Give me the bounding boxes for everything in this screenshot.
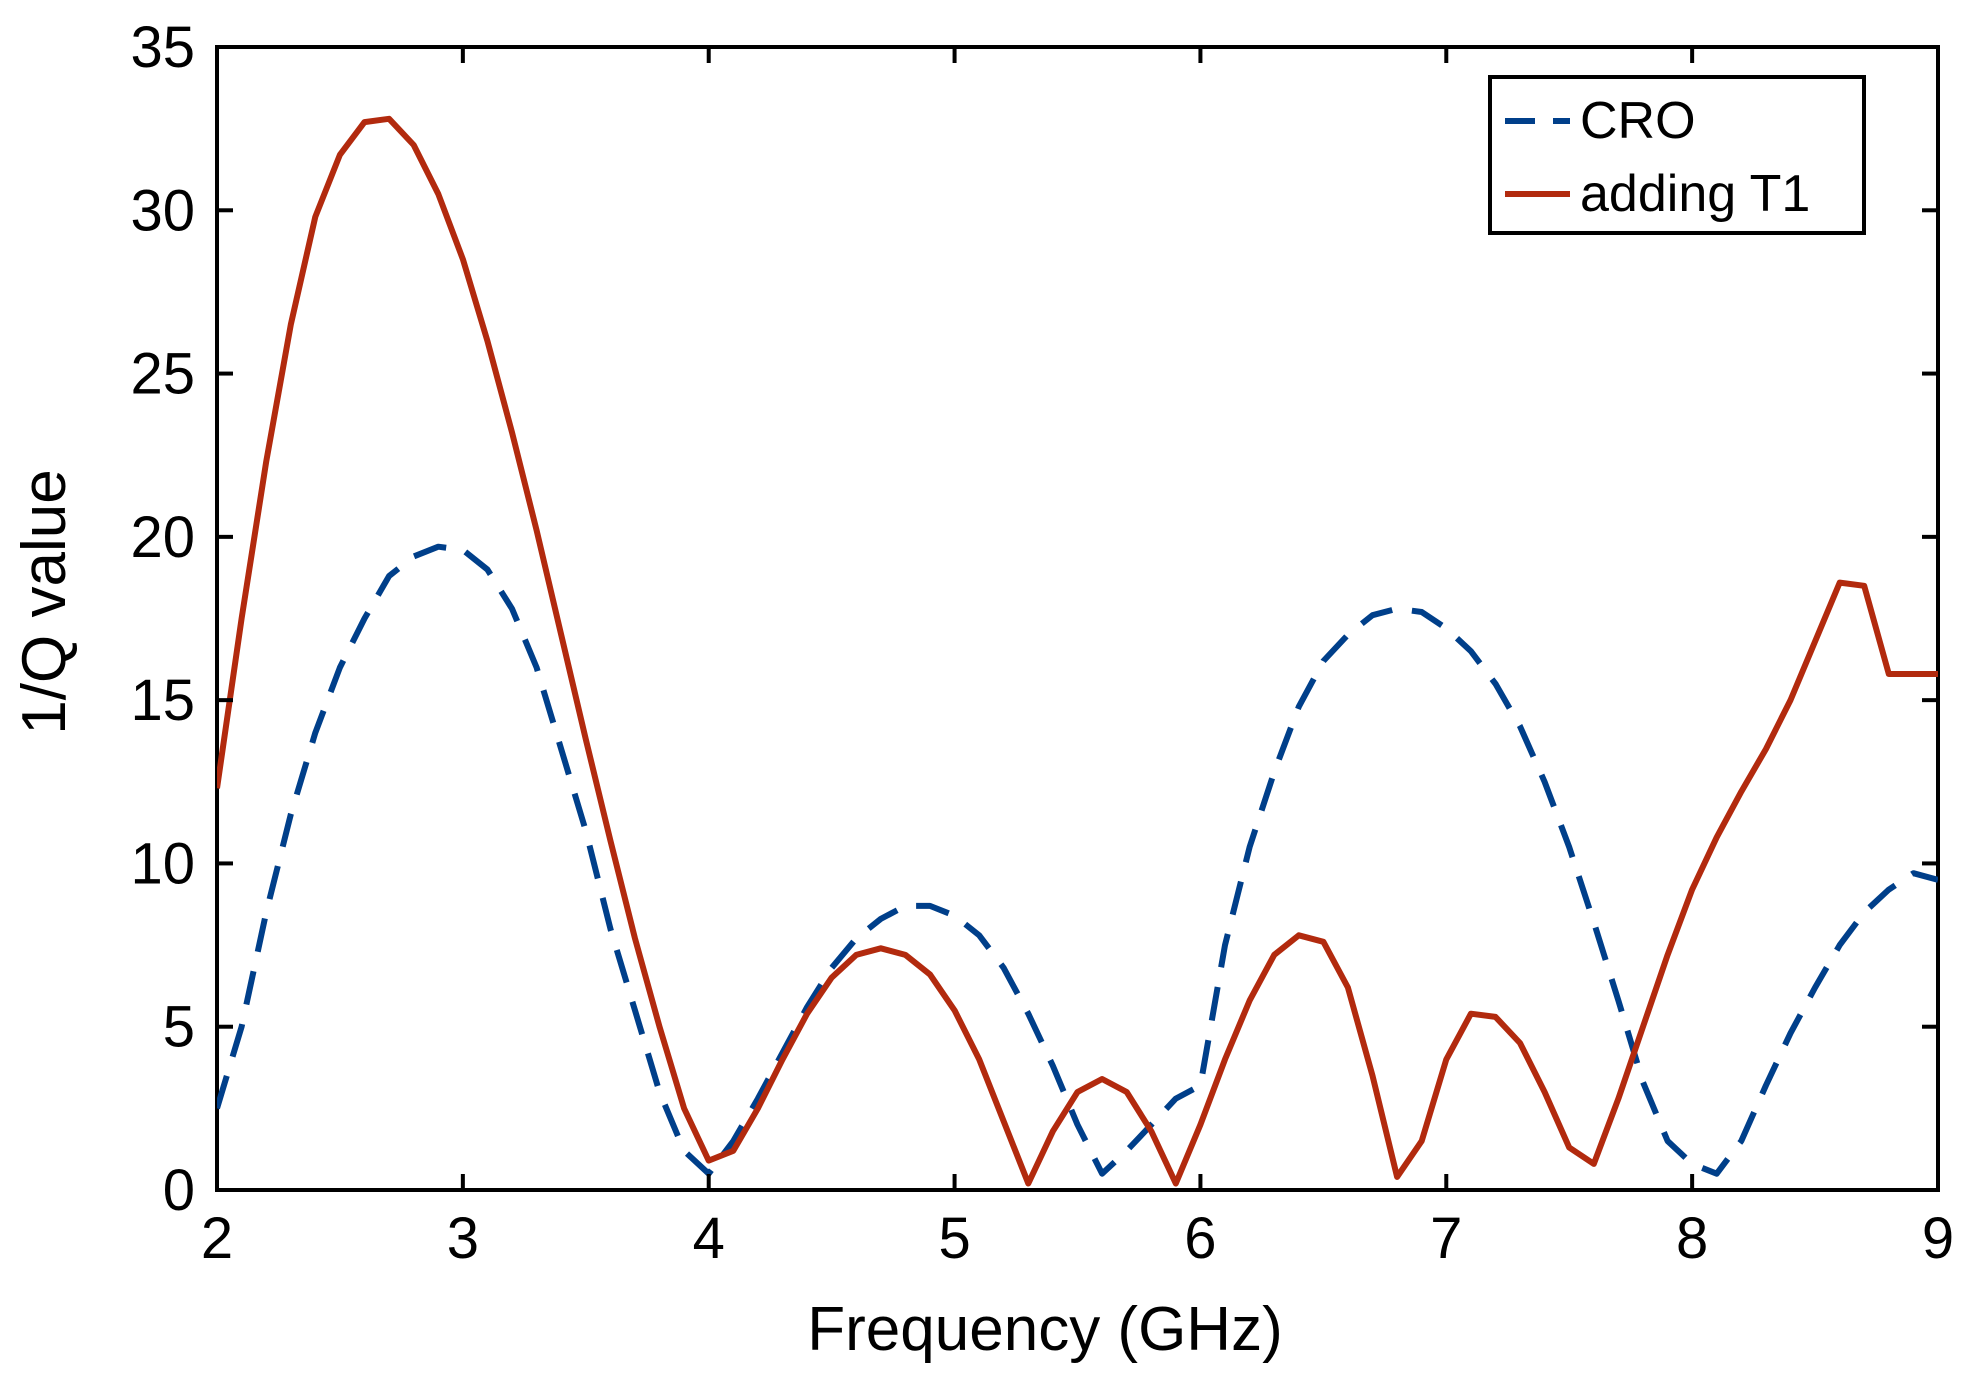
y-tick-label: 0 — [163, 1158, 195, 1223]
y-tick-label: 20 — [130, 505, 195, 570]
x-tick-label: 4 — [693, 1206, 725, 1271]
x-tick-label: 6 — [1184, 1206, 1216, 1271]
y-tick-label: 10 — [130, 831, 195, 896]
series-line-adding-t1 — [217, 115, 1938, 1187]
series-line-cro — [217, 543, 1938, 1177]
plot-area-group — [215, 45, 1940, 1192]
legend-label-adding-t1: adding T1 — [1580, 165, 1810, 223]
series-group — [217, 115, 1938, 1187]
legend-box — [1488, 75, 1866, 235]
x-tick-label: 3 — [447, 1206, 479, 1271]
x-tick-label: 8 — [1676, 1206, 1708, 1271]
plot-frame — [215, 45, 1940, 1192]
ticks-group: 2 3 4 5 6 7 8 9 0 5 10 15 20 25 30 35 — [130, 15, 1954, 1271]
y-tick-label: 30 — [130, 178, 195, 243]
x-tick-label: 5 — [938, 1206, 970, 1271]
y-tick-label: 25 — [130, 342, 195, 407]
y-axis-title: 1/Q value — [10, 469, 79, 734]
x-axis-title: Frequency (GHz) — [807, 1295, 1282, 1364]
y-tick-label: 35 — [130, 15, 195, 80]
y-tick-label: 15 — [130, 668, 195, 733]
legend-label-cro: CRO — [1580, 92, 1696, 150]
legend: CRO adding T1 — [1488, 75, 1866, 235]
y-tick-label: 5 — [163, 995, 195, 1060]
x-tick-label: 2 — [201, 1206, 233, 1271]
x-tick-label: 7 — [1430, 1206, 1462, 1271]
x-tick-label: 9 — [1922, 1206, 1954, 1271]
